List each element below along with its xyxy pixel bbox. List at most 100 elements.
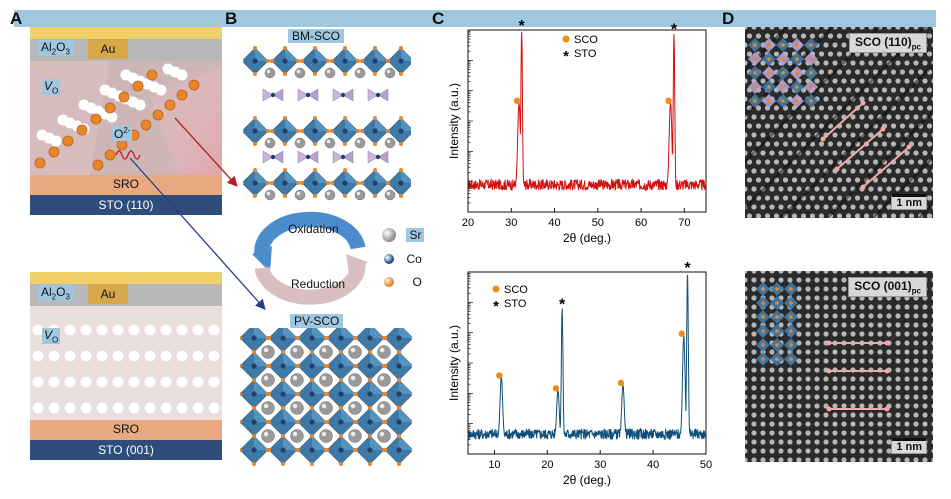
direction-arrow <box>862 146 910 188</box>
oxygen-ion-label: O2- <box>112 126 133 141</box>
oxygen-ion-dot <box>132 80 144 92</box>
o-atom-icon <box>384 276 394 287</box>
sr-atom <box>264 189 276 201</box>
lattice-spot <box>814 27 820 30</box>
x-tick-label: 50 <box>592 217 604 229</box>
lattice-spot <box>760 277 766 283</box>
lattice-spot <box>832 186 838 192</box>
vacancy-dot <box>144 324 156 336</box>
lattice-spot <box>760 114 766 120</box>
lattice-spot <box>800 33 807 39</box>
o-atom <box>281 350 285 354</box>
lattice-spot <box>805 277 811 283</box>
scale-bar-001: 1 nm <box>891 438 927 454</box>
header-banner <box>14 10 936 27</box>
arrow-end <box>880 126 886 132</box>
o-atom <box>252 378 256 382</box>
overlay-atom <box>775 343 779 347</box>
lattice-spot <box>787 168 793 174</box>
tem-image-001: SCO (001)pc 1 nm <box>745 271 933 462</box>
o-atom <box>339 434 343 438</box>
o-atom <box>270 181 274 185</box>
o-atom <box>373 142 377 146</box>
lattice-spot <box>931 403 933 409</box>
lattice-spot <box>745 271 748 274</box>
co-atom <box>338 335 344 341</box>
lattice-spot <box>778 322 784 328</box>
vacancy-symbol-bottom: V <box>44 328 53 342</box>
oxygen-ion-dot <box>176 89 188 101</box>
lattice-spot <box>904 27 910 30</box>
lattice-spot <box>796 27 802 30</box>
lattice-spot <box>886 313 892 319</box>
lattice-spot <box>751 457 757 462</box>
lattice-spot <box>760 412 766 418</box>
lattice-spot <box>904 331 910 337</box>
lattice-spot <box>931 322 933 328</box>
co-atom <box>396 363 402 369</box>
overlay-atom <box>809 71 813 75</box>
vacancy-dot <box>112 350 124 362</box>
legend-o-label: O <box>412 275 422 289</box>
co-atom <box>252 128 258 134</box>
o-atom <box>330 129 334 133</box>
lattice-spot <box>796 295 802 301</box>
co-atom <box>396 447 402 453</box>
o-atom <box>283 46 287 50</box>
lattice-spot <box>805 439 811 445</box>
lattice-spot <box>886 96 892 102</box>
co-atom <box>338 447 344 453</box>
lattice-spot <box>814 421 820 427</box>
vacancy-dot <box>192 324 204 336</box>
lattice-spot <box>931 27 933 30</box>
o-atom <box>399 194 403 198</box>
co-atom <box>282 58 288 64</box>
o-atom <box>383 448 387 452</box>
lattice-spot <box>751 271 757 274</box>
legend-sr-label: Sr <box>406 228 425 242</box>
octahedron-face <box>341 328 355 338</box>
lattice-spot <box>791 123 798 129</box>
arrow-end <box>884 368 890 374</box>
lattice-spot <box>886 457 892 462</box>
lattice-spot <box>778 457 784 462</box>
sr-atom <box>290 429 304 443</box>
overlay-atom <box>753 71 757 75</box>
lattice-spot <box>787 186 793 192</box>
vacancy-dot <box>48 402 60 414</box>
lattice-spot <box>931 421 933 427</box>
octahedron-face <box>254 436 268 450</box>
o-atom <box>411 448 412 452</box>
bm-sco-structure <box>243 46 411 201</box>
lattice-spot <box>823 430 829 436</box>
lattice-spot <box>931 376 933 382</box>
lattice-spot <box>836 141 843 147</box>
o-atom <box>296 364 300 368</box>
co-atom <box>305 154 311 160</box>
o-atom <box>339 462 343 466</box>
o-atom <box>397 462 401 466</box>
lattice-spot <box>931 394 933 400</box>
lattice-spot <box>850 448 856 454</box>
lattice-spot <box>782 33 789 39</box>
vacancy-subscript-bottom: O <box>52 335 59 345</box>
lattice-spot <box>850 358 856 364</box>
lattice-spot <box>827 33 834 39</box>
lattice-spot <box>859 78 865 84</box>
lattice-spot <box>841 394 847 400</box>
lattice-spot <box>850 313 856 319</box>
lattice-spot <box>904 168 910 174</box>
lattice-spot <box>913 271 919 274</box>
lattice-spot <box>868 204 874 210</box>
o-atom <box>296 181 300 185</box>
vacancy-dot <box>96 402 108 414</box>
lattice-spot <box>926 105 933 111</box>
lattice-spot <box>868 322 874 328</box>
lattice-spot <box>823 304 829 310</box>
lattice-spot <box>805 331 811 337</box>
vacancy-dot <box>208 324 220 336</box>
sr-atom-highlight <box>379 403 385 409</box>
lattice-spot <box>895 322 901 328</box>
co-atom <box>338 391 344 397</box>
